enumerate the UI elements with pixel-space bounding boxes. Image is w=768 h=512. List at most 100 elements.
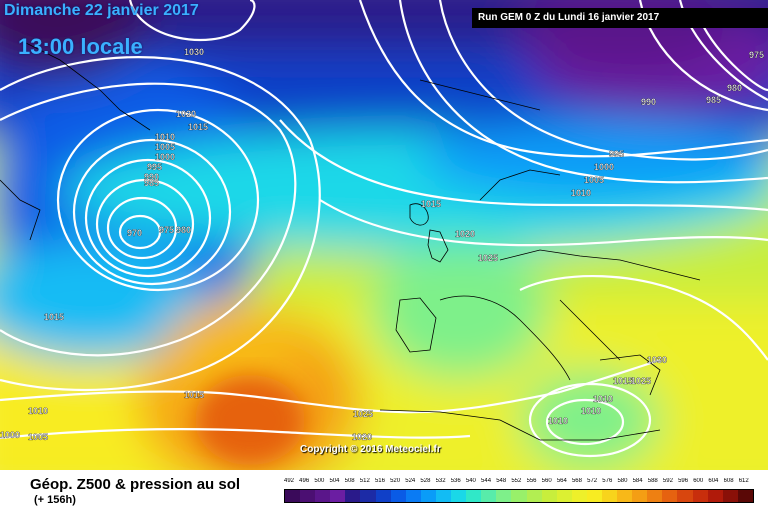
- scale-swatch: [496, 490, 512, 502]
- isobar-label: 985: [706, 95, 721, 105]
- isobar-label: 995: [609, 149, 624, 159]
- isobar-label: 1010: [28, 406, 48, 416]
- scale-swatch: [601, 490, 618, 502]
- isobar-label: 1020: [352, 432, 372, 442]
- isobar-label: 1015: [613, 376, 633, 386]
- weather-map: 1030 1020 1015 1010 1005 1000 995 990 98…: [0, 0, 768, 470]
- coastlines: [0, 39, 701, 441]
- scale-label: 492: [284, 478, 295, 484]
- isobar-label: 1010: [155, 132, 175, 142]
- scale-swatch: [737, 490, 753, 502]
- model-run-info: Run GEM 0 Z du Lundi 16 janvier 2017: [472, 8, 768, 28]
- isobar-label: 1010: [548, 416, 568, 426]
- scale-swatch: [285, 490, 301, 502]
- scale-swatch: [345, 490, 361, 502]
- isobar-label: 970: [127, 228, 142, 238]
- isobar-label: 1025: [353, 409, 373, 419]
- scale-swatch: [375, 490, 391, 502]
- scale-label: 508: [344, 478, 355, 484]
- isobar-label: 980: [176, 225, 191, 235]
- scale-swatch: [526, 490, 542, 502]
- scale-label: 596: [678, 478, 689, 484]
- color-scale-labels: 492 496 500 504 508 512 516 520 524 528 532 536 540 5…: [284, 478, 754, 488]
- scale-label: 552: [511, 478, 522, 484]
- isobar-label: 1030: [647, 355, 667, 365]
- scale-swatch: [330, 490, 346, 502]
- scale-swatch: [586, 490, 602, 502]
- scale-label: 568: [571, 478, 582, 484]
- scale-label: 560: [541, 478, 552, 484]
- high-anomaly: [195, 375, 305, 465]
- isobar-label: 1000: [594, 162, 614, 172]
- isobar-label: 1015: [421, 199, 441, 209]
- scale-label: 612: [738, 478, 749, 484]
- isobar-label: 1010: [581, 406, 601, 416]
- scale-label: 500: [314, 478, 325, 484]
- scale-swatch: [541, 490, 557, 502]
- isobar-label: 1000: [0, 430, 20, 440]
- legend-subtitle: (+ 156h): [34, 494, 76, 506]
- scale-label: 572: [587, 478, 598, 484]
- color-scale-bar: [284, 489, 754, 503]
- scale-swatch: [677, 490, 693, 502]
- isobar-label: 1010: [593, 394, 613, 404]
- scale-label: 580: [617, 478, 628, 484]
- scale-label: 600: [693, 478, 704, 484]
- scale-label: 504: [329, 478, 340, 484]
- scale-label: 608: [723, 478, 734, 484]
- scale-label: 588: [647, 478, 658, 484]
- scale-label: 524: [405, 478, 416, 484]
- scale-swatch: [390, 490, 406, 502]
- scale-swatch: [662, 490, 678, 502]
- isobar-label: 980: [727, 83, 742, 93]
- scale-swatch: [632, 490, 648, 502]
- scale-label: 512: [359, 478, 370, 484]
- isobar-label: 990: [144, 172, 159, 182]
- scale-swatch: [451, 490, 467, 502]
- isobar-label: 995: [147, 162, 162, 172]
- scale-label: 520: [390, 478, 401, 484]
- scale-label: 592: [662, 478, 673, 484]
- scale-swatch: [647, 490, 663, 502]
- scale-label: 532: [435, 478, 446, 484]
- isobar-label: 1015: [188, 122, 208, 132]
- pressure-geopotential-map: 1030 1020 1015 1010 1005 1000 995 990 98…: [0, 0, 768, 470]
- scale-label: 516: [374, 478, 385, 484]
- scale-swatch: [466, 490, 482, 502]
- scale-label: 528: [420, 478, 431, 484]
- scale-swatch: [707, 490, 723, 502]
- isobar-label: 1020: [176, 109, 196, 119]
- scale-label: 604: [708, 478, 719, 484]
- isobar-label: 1030: [184, 47, 204, 57]
- isobar-label: 1025: [478, 253, 498, 263]
- isobar-label: 1000: [155, 152, 175, 162]
- isobar-label: 1005: [28, 432, 48, 442]
- forecast-time: 13:00 locale: [18, 34, 143, 59]
- scale-label: 564: [556, 478, 567, 484]
- geopotential-field: [0, 0, 768, 470]
- scale-label: 576: [602, 478, 613, 484]
- isobar-label: 985: [144, 178, 159, 188]
- scale-label: 536: [450, 478, 461, 484]
- isobar-label: 1020: [455, 229, 475, 239]
- scale-swatch: [300, 490, 316, 502]
- scale-label: 548: [496, 478, 507, 484]
- isobar-label: 1025: [631, 376, 651, 386]
- scale-swatch: [360, 490, 376, 502]
- scale-swatch: [420, 490, 436, 502]
- isobar-label: 975: [749, 50, 764, 60]
- scale-swatch: [511, 490, 527, 502]
- isobar-label: 1015: [184, 390, 204, 400]
- color-scale: 492 496 500 504 508 512 516 520 524 528 532 536 540 5…: [284, 478, 754, 508]
- isobar-label: 1005: [155, 142, 175, 152]
- isobar-label: 975: [159, 225, 174, 235]
- isobars: [0, 0, 768, 456]
- copyright: Copyright © 2016 Meteociel.fr: [300, 444, 441, 455]
- scale-swatch: [722, 490, 738, 502]
- scale-swatch: [481, 490, 497, 502]
- scale-label: 496: [299, 478, 310, 484]
- scale-label: 544: [481, 478, 492, 484]
- scale-swatch: [571, 490, 587, 502]
- scale-label: 556: [526, 478, 537, 484]
- legend-title: Géop. Z500 & pression au sol: [30, 476, 241, 493]
